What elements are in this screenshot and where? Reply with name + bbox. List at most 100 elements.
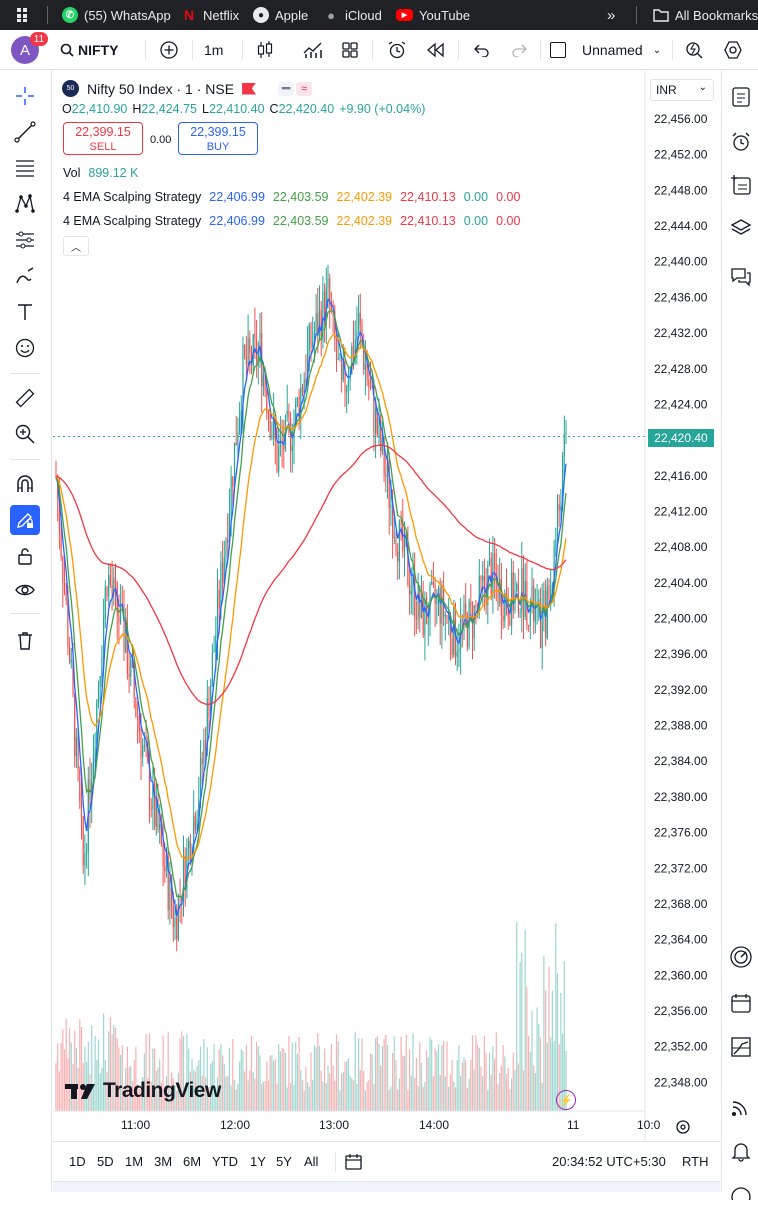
candles-type-button[interactable] [254,36,276,64]
bookmark-apple[interactable]: ● Apple [253,0,308,30]
candle-body [465,603,467,615]
more-bookmarks-icon[interactable]: » [607,6,616,24]
volume-bar [267,1080,270,1111]
fib-tool[interactable] [10,153,40,183]
alert-button[interactable] [386,36,408,64]
measure-tool[interactable] [10,383,40,413]
chart-pane[interactable]: 22,456.00 22,452.00 22,448.00 22,444.00 22,4… [53,71,720,1141]
settings-button[interactable] [722,36,744,64]
lock-drawings[interactable] [10,541,40,571]
symbol-title-row[interactable]: 50 Nifty 50 Index · 1 · NSE ━ ≈ [62,80,313,97]
forecast-tool[interactable] [10,225,40,255]
chats-button[interactable] [727,263,755,291]
candle-body [159,824,161,830]
go-to-date-button[interactable] [344,1152,364,1175]
crosshair-tool[interactable] [10,81,40,111]
hide-drawings[interactable] [10,575,40,605]
volume-bar [254,1078,256,1111]
range-1y[interactable]: 1Y [250,1154,266,1169]
time-tick-label: 10:0 [637,1118,661,1132]
tradingview-logo[interactable]: TradingView [65,1079,221,1103]
range-ytd[interactable]: YTD [212,1154,238,1169]
candle-body [271,435,273,439]
candle-body [563,434,565,456]
range-5y[interactable]: 5Y [276,1154,292,1169]
interval-button[interactable]: 1m [204,42,224,58]
calendar-button[interactable] [727,989,755,1017]
price-chart[interactable]: 22,456.00 22,452.00 22,448.00 22,444.00 22,4… [53,71,720,1141]
session-button[interactable]: RTH [682,1154,709,1169]
bookmark-netflix[interactable]: N Netflix [181,0,239,30]
replay-button[interactable] [425,36,447,64]
candle-body [128,673,130,678]
alerts-button[interactable] [727,128,755,156]
pattern-tool[interactable] [10,189,40,219]
volume-bar [492,1046,494,1111]
volume-bar [317,1032,319,1111]
range-1d[interactable]: 1D [69,1154,86,1169]
remove-drawings[interactable] [10,626,40,656]
layout-name-dropdown[interactable]: Unnamed ⌄ [582,42,662,58]
volume-bar [359,1070,361,1111]
timezone-clock[interactable]: 20:34:52 UTC+5:30 [552,1154,666,1169]
range-3m[interactable]: 3M [154,1154,173,1169]
candle-body [414,572,416,617]
indicators-button[interactable] [302,36,324,64]
range-5d[interactable]: 5D [97,1154,114,1169]
ideas-stream-button[interactable] [727,1093,755,1121]
watchlist-button[interactable] [727,83,755,111]
stay-in-drawing-mode[interactable] [10,505,40,535]
templates-button[interactable] [340,36,360,64]
chart-settings-gear[interactable] [673,1117,693,1137]
collapse-legend-button[interactable]: ︿ [63,236,89,256]
volume-bar [310,1052,312,1111]
sell-button[interactable]: 22,399.15 SELL [63,122,143,155]
indicator-row[interactable]: 4 EMA Scalping Strategy 22,406.99 22,403… [63,214,521,228]
text-tool[interactable] [10,297,40,327]
layout-checkbox[interactable] [548,36,568,64]
buy-button[interactable]: 22,399.15 BUY [178,122,258,155]
range-6m[interactable]: 6M [183,1154,202,1169]
bookmark-whatsapp[interactable]: ✆ (55) WhatsApp [62,0,171,30]
apps-grid-icon[interactable] [16,0,32,30]
currency-dropdown[interactable]: INR ⌄ [650,79,714,101]
volume-bar [405,1034,407,1111]
range-all[interactable]: All [304,1154,319,1169]
magnet-tool[interactable] [10,469,40,499]
help-button[interactable] [727,1179,755,1207]
wave-icon: ≈ [296,81,313,96]
symbol-search[interactable]: NIFTY [60,36,118,64]
undo-button[interactable] [471,36,493,64]
redo-button[interactable] [508,36,530,64]
trend-line-tool[interactable] [10,117,40,147]
volume-bar [555,923,557,1111]
screener-button[interactable] [727,943,755,971]
all-bookmarks[interactable]: All Bookmarks [653,0,758,30]
volume-bar [69,1028,71,1111]
object-tree-button[interactable] [727,214,755,242]
price-tick-label: 22,436.00 [654,290,708,304]
volume-bar [505,1074,508,1111]
candle-body [432,582,434,585]
indicator-row[interactable]: 4 EMA Scalping Strategy 22,406.99 22,403… [63,190,521,204]
notifications-button[interactable] [727,1137,755,1165]
emoji-tool[interactable] [10,333,40,363]
pine-editor-button[interactable] [727,1033,755,1061]
volume-bar [58,1071,60,1111]
volume-row[interactable]: Vol 899.12 K [63,166,139,180]
volume-bar [111,1034,113,1111]
compare-symbol-button[interactable] [157,36,181,64]
quick-search-button[interactable] [683,36,705,64]
brush-tool[interactable] [10,261,40,291]
legend-toggle[interactable]: ━ ≈ [278,80,313,96]
bookmark-youtube[interactable]: ▶ YouTube [396,0,470,30]
bookmark-icloud[interactable]: ● iCloud [323,0,382,30]
candle-body [427,623,429,625]
user-avatar[interactable]: A 11 [10,32,48,64]
lightning-icon[interactable]: ⚡ [556,1090,576,1110]
data-window-button[interactable] [727,171,755,199]
zoom-tool[interactable] [10,419,40,449]
range-1m[interactable]: 1M [125,1154,144,1169]
flag-icon[interactable] [242,82,257,95]
volume-bar [468,1078,470,1111]
